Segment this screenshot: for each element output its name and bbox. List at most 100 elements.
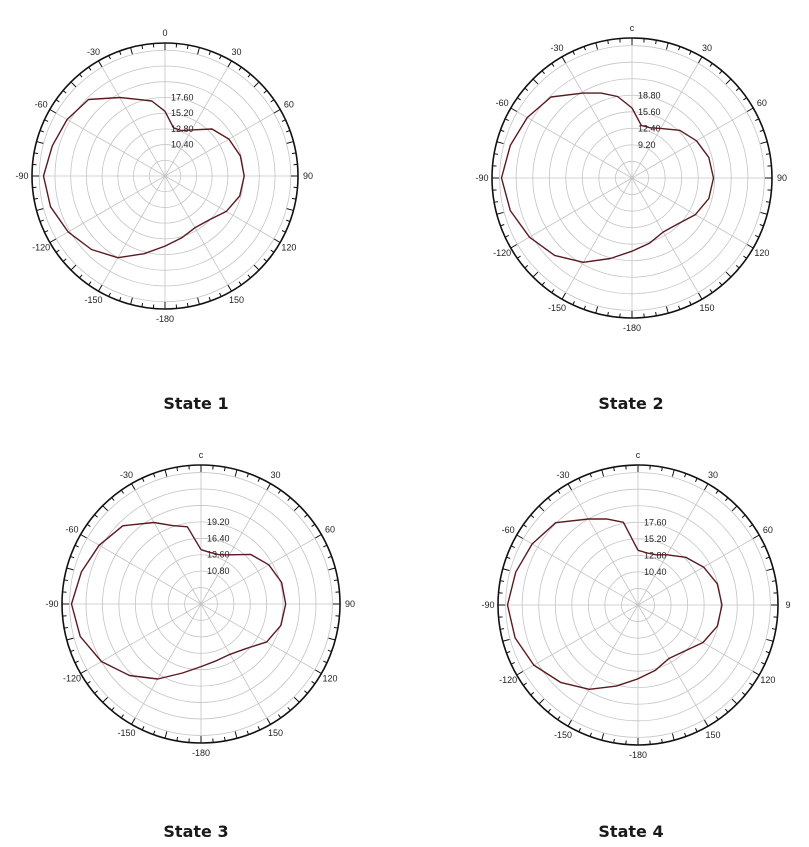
polar-panel-state-4: c 30 60 9 120 150 -180 -150 -120 -90 -60 -30 10.40 12… [470, 430, 800, 790]
axis-tick [613, 467, 615, 472]
angle-label: c [636, 450, 641, 460]
axis-tick [223, 736, 226, 741]
ring-label: 10.40 [644, 567, 667, 577]
grid-spoke [49, 109, 166, 177]
axis-tick [273, 109, 281, 114]
axis-tick [286, 219, 291, 222]
axis-tick [661, 738, 663, 743]
axis-tick [583, 46, 586, 51]
axis-tick [263, 90, 268, 94]
axis-tick [88, 281, 92, 286]
axis-tick [725, 271, 732, 278]
axis-tick [270, 99, 275, 103]
polar-chart-state-2: c 30 60 90 120 150 -180 -150 -120 -90 -60 -30 9.20 12… [475, 23, 787, 333]
axis-tick [39, 130, 44, 133]
axis-tick [108, 292, 111, 297]
axis-tick [704, 719, 709, 727]
axis-tick [62, 90, 67, 94]
axis-tick [323, 660, 328, 664]
axis-tick [698, 292, 703, 300]
angle-label: 90 [345, 599, 355, 609]
axis-tick [208, 297, 211, 302]
axis-tick [689, 50, 692, 55]
axis-tick [291, 197, 297, 200]
grid-spoke [200, 483, 271, 605]
angle-label: 150 [699, 303, 714, 313]
axis-tick [532, 78, 539, 85]
polar-panel-state-3: c 30 60 90 120 150 -180 -150 -120 -90 -60 -30 10.80 1… [34, 430, 374, 790]
angle-label: 120 [754, 248, 769, 258]
grid-spoke [164, 175, 232, 292]
axis-tick [79, 274, 83, 279]
axis-tick [506, 651, 511, 654]
axis-tick [281, 119, 286, 122]
axis-tick [698, 56, 703, 64]
axis-tick [315, 669, 322, 674]
axis-tick [120, 714, 124, 719]
ring-label: 18.80 [638, 90, 661, 100]
polar-panel-state-2: c 30 60 90 120 150 -180 -150 -120 -90 -60 -30 9.20 12… [460, 6, 800, 366]
axis-tick [506, 556, 511, 559]
grid-spoke [631, 56, 703, 179]
axis-tick [287, 497, 291, 501]
ring-label: 19.20 [207, 517, 230, 527]
axis-tick [719, 281, 723, 286]
axis-tick [725, 78, 732, 85]
axis-tick [111, 497, 115, 501]
axis-tick [510, 662, 515, 665]
axis-tick [70, 81, 77, 88]
axis-tick [74, 660, 79, 664]
radiation-pattern-curve [500, 92, 715, 263]
grid-spoke [637, 483, 709, 606]
axis-tick [176, 467, 179, 472]
angle-label: -150 [548, 303, 566, 313]
axis-tick [270, 249, 275, 253]
axis-tick [98, 284, 103, 292]
axis-tick [523, 682, 527, 686]
axis-tick [266, 483, 271, 490]
grid-spoke [637, 604, 709, 727]
grid-spoke [561, 56, 633, 179]
angle-label: -30 [556, 470, 569, 480]
axis-tick [761, 662, 766, 665]
angle-label: 30 [231, 47, 241, 57]
angle-label: -180 [623, 323, 641, 333]
axis-tick [286, 130, 291, 133]
axis-tick [572, 50, 575, 55]
grid-spoke [631, 177, 703, 300]
radiation-pattern-curve [42, 96, 245, 259]
axis-tick [131, 483, 136, 490]
axis-tick [286, 208, 294, 211]
axis-tick [725, 708, 729, 713]
axis-tick [227, 60, 232, 68]
ring-label: 15.20 [171, 108, 194, 118]
axis-tick [671, 733, 675, 741]
axis-tick [530, 514, 535, 518]
grid-spoke [98, 60, 166, 177]
axis-tick [766, 638, 774, 642]
axis-tick [500, 580, 505, 582]
grid-spoke [510, 107, 633, 179]
grid-spoke [516, 604, 639, 676]
axis-tick [502, 638, 510, 642]
axis-tick [186, 44, 189, 50]
caption-state-3: State 3 [163, 822, 229, 841]
axis-tick [601, 469, 605, 477]
axis-tick [500, 628, 505, 630]
grid-spoke [164, 60, 232, 177]
ring-label: 12.80 [644, 550, 667, 560]
axis-tick [323, 544, 328, 548]
angle-label: 150 [705, 730, 720, 740]
axis-tick [141, 44, 144, 50]
axis-tick [197, 297, 200, 305]
angle-label: 120 [323, 674, 338, 684]
ring-label: 17.60 [171, 92, 194, 102]
axis-tick [749, 682, 753, 686]
axis-tick [613, 738, 615, 743]
axis-tick [695, 728, 698, 733]
axis-tick [500, 224, 505, 227]
axis-tick [234, 469, 238, 477]
axis-tick [752, 534, 760, 539]
axis-tick [749, 524, 753, 528]
axis-tick [246, 473, 250, 478]
